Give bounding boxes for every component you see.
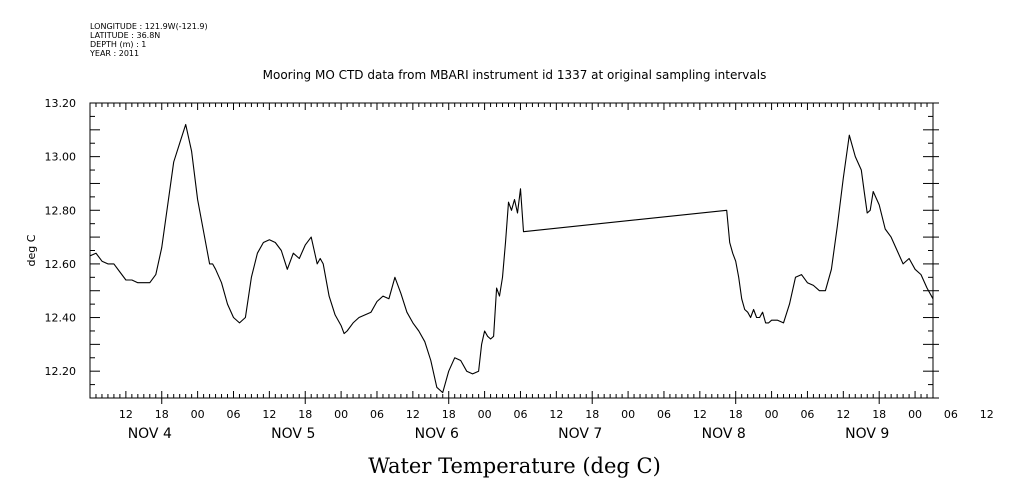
x-axis-title: Water Temperature (deg C)	[368, 454, 661, 478]
x-hour-tick-label: 06	[370, 408, 384, 421]
latitude-text: LATITUDE : 36.8N	[90, 31, 161, 40]
plot-frame	[89, 102, 934, 399]
x-hour-tick-label: 18	[872, 408, 886, 421]
series-line-0	[89, 123, 934, 394]
metadata-block: LONGITUDE : 121.9W(-121.9) LATITUDE : 36…	[90, 22, 208, 58]
x-day-label: NOV 9	[845, 426, 889, 442]
x-hour-tick-label: 00	[191, 408, 205, 421]
x-hour-tick-label: 00	[621, 408, 635, 421]
x-hour-tick-label: 12	[119, 408, 133, 421]
x-day-label: NOV 4	[128, 426, 172, 442]
year-text: YEAR : 2011	[90, 49, 140, 58]
x-hour-tick-label: 06	[226, 408, 240, 421]
x-day-label: NOV 7	[558, 426, 602, 442]
chart-title: Mooring MO CTD data from MBARI instrumen…	[262, 68, 767, 82]
x-hour-tick-label: 06	[513, 408, 527, 421]
x-hour-tick-label: 18	[585, 408, 599, 421]
x-hour-tick-label: 12	[980, 408, 994, 421]
x-hour-tick-label: 12	[406, 408, 420, 421]
y-tick-label: 13.00	[45, 151, 77, 164]
x-hour-tick-label: 12	[693, 408, 707, 421]
y-tick-label: 12.20	[45, 365, 77, 378]
y-tick-label: 12.80	[45, 204, 77, 217]
x-day-label: NOV 5	[271, 426, 315, 442]
x-hour-tick-label: 06	[944, 408, 958, 421]
x-hour-tick-label: 00	[908, 408, 922, 421]
y-axis-title: deg C	[25, 234, 38, 266]
x-hour-tick-label: 00	[765, 408, 779, 421]
x-hour-tick-label: 06	[800, 408, 814, 421]
y-tick-label: 13.20	[45, 97, 77, 110]
x-hour-tick-label: 00	[478, 408, 492, 421]
x-hour-tick-label: 12	[549, 408, 563, 421]
x-hour-tick-label: 12	[262, 408, 276, 421]
longitude-text: LONGITUDE : 121.9W(-121.9)	[90, 22, 208, 31]
x-hour-tick-label: 18	[298, 408, 312, 421]
x-hour-tick-label: 18	[729, 408, 743, 421]
depth-text: DEPTH (m) : 1	[90, 40, 147, 49]
y-tick-label: 12.40	[45, 312, 77, 325]
y-tick-label: 12.60	[45, 258, 77, 271]
x-hour-tick-label: 06	[657, 408, 671, 421]
x-hour-tick-label: 00	[334, 408, 348, 421]
x-hour-tick-label: 18	[442, 408, 456, 421]
x-day-label: NOV 6	[415, 426, 459, 442]
x-hour-tick-label: 12	[836, 408, 850, 421]
x-day-label: NOV 8	[702, 426, 746, 442]
x-hour-tick-label: 18	[155, 408, 169, 421]
